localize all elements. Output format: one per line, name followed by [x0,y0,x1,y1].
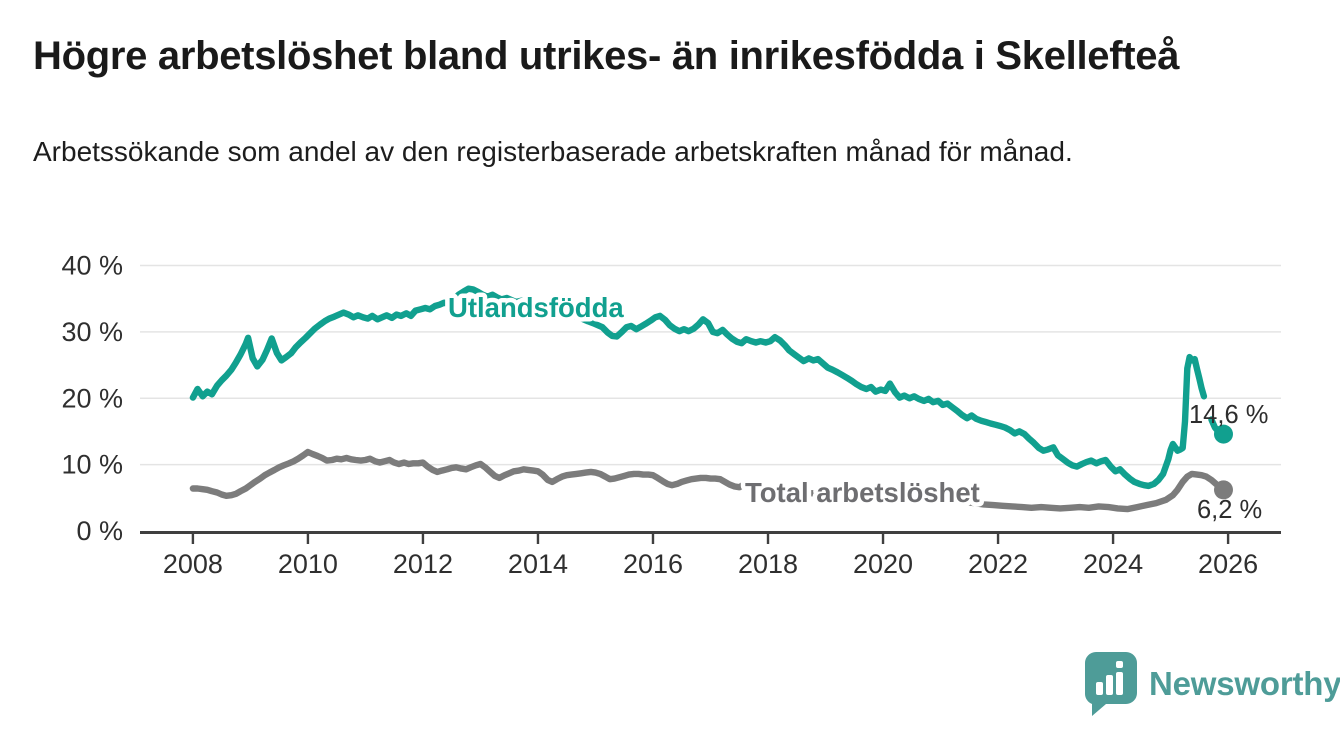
logo-bar-medium [1106,675,1113,695]
y-tick-label-40: 40 % [61,251,123,281]
x-tick-label-2018: 2018 [738,549,798,579]
end-value-label-utlandsfodda: 14,6 % [1189,401,1268,429]
series-end-dot-utlandsfodda [1213,424,1233,444]
logo-bar-tall [1116,672,1123,695]
x-tick-label-2022: 2022 [968,549,1028,579]
y-tick-label-10: 10 % [61,450,123,480]
end-value-label-total: 6,2 % [1197,496,1262,524]
logo-bar-small [1096,682,1103,695]
x-tick-label-2020: 2020 [853,549,913,579]
x-tick-label-2024: 2024 [1083,549,1143,579]
y-tick-label-30: 30 % [61,317,123,347]
series-label-utlandsfodda: Utlandsfödda [448,292,624,323]
newsworthy-logo-text: Newsworthy [1149,665,1340,702]
page-title: Högre arbetslöshet bland utrikes- än inr… [33,34,1180,78]
series-line-utlandsfodda [189,285,1208,490]
newsworthy-logo-icon [1085,652,1137,716]
newsworthy-logo: Newsworthy [1083,650,1340,718]
logo-exclamation-dot [1116,661,1123,668]
series-label-total: Total arbetslöshet [745,477,980,508]
x-tick-label-2010: 2010 [278,549,338,579]
x-tick-label-2026: 2026 [1198,549,1258,579]
page-subtitle: Arbetssökande som andel av den registerb… [33,136,1073,167]
series-end-dot-total [1213,480,1233,500]
y-tick-label-0: 0 % [76,516,123,546]
x-tick-label-2008: 2008 [163,549,223,579]
x-tick-label-2016: 2016 [623,549,683,579]
y-tick-label-20: 20 % [61,383,123,413]
series-line-total [189,448,1227,513]
x-tick-label-2012: 2012 [393,549,453,579]
x-tick-label-2014: 2014 [508,549,568,579]
